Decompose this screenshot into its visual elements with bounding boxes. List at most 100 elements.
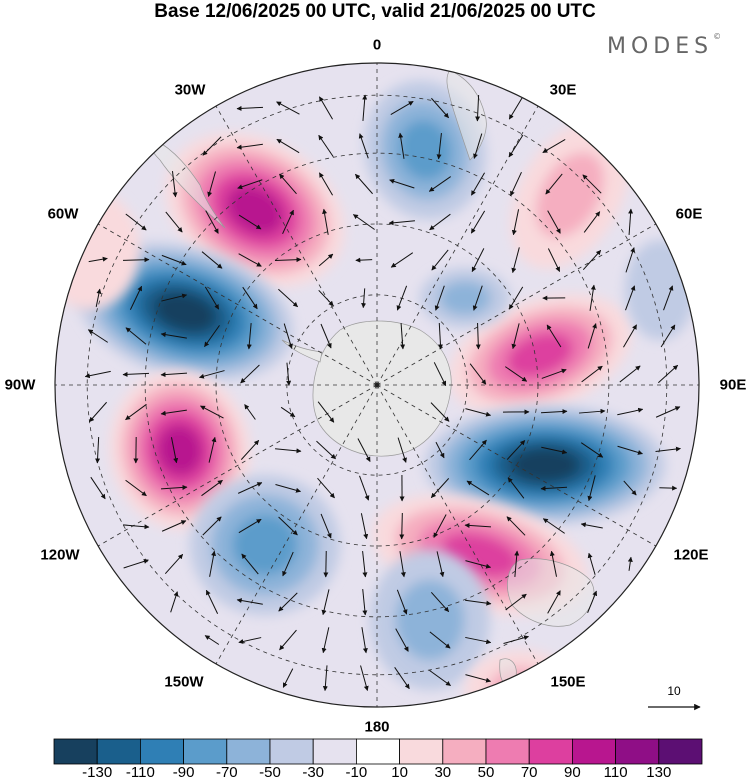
meridian-line (97, 223, 378, 386)
wind-arrow (400, 322, 406, 350)
wind-arrow (471, 248, 485, 273)
wind-arrow (587, 475, 596, 502)
wind-arrow (466, 480, 490, 496)
wind-arrow (388, 220, 415, 226)
wind-arrow (582, 174, 602, 194)
wind-arrow (161, 254, 187, 266)
wind-arrow (390, 100, 414, 116)
map-title: Base 12/06/2025 00 UTC, valid 21/06/2025… (154, 1, 596, 22)
anomaly-center (425, 405, 665, 525)
wind-arrow (274, 257, 302, 263)
wind-arrow (286, 362, 292, 386)
wind-arrow (625, 247, 636, 273)
wind-arrow (508, 134, 524, 158)
wind-arrow (542, 138, 566, 154)
wind-arrow (436, 551, 445, 578)
wind-arrow (508, 96, 524, 120)
wind-arrow (504, 366, 528, 382)
wind-arrow (170, 591, 179, 613)
wind-arrow (240, 439, 260, 460)
lon-label-120e: 120E (673, 546, 709, 564)
wind-arrow (546, 324, 562, 348)
wind-arrow (160, 372, 188, 378)
wind-arrow (580, 522, 603, 529)
wind-arrow (505, 593, 527, 611)
wind-arrow (95, 436, 101, 464)
wind-arrow (238, 637, 262, 644)
wind-arrow (511, 209, 520, 236)
wind-arrow (204, 325, 220, 348)
wind-arrow (464, 522, 492, 528)
wind-arrow (429, 213, 451, 231)
wind-arrow (242, 286, 258, 310)
wind-arrow (389, 178, 415, 189)
wind-arrow (125, 213, 147, 231)
wind-arrow (209, 550, 217, 577)
wind-arrow (282, 551, 294, 577)
wind-arrow (322, 208, 329, 235)
wind-arrow (465, 408, 492, 417)
colorbar-swatch (528, 738, 573, 765)
wind-arrow (355, 173, 373, 195)
wind-arrow (431, 97, 449, 119)
wind-arrow (282, 668, 294, 688)
wind-arrow (283, 323, 293, 349)
wind-arrow (122, 257, 150, 263)
wind-arrow (473, 133, 483, 159)
lon-label-150e: 150E (550, 673, 586, 691)
wind-arrow (161, 293, 188, 302)
lon-label-60e: 60E (675, 205, 703, 223)
anomaly-center (77, 243, 293, 381)
australia (507, 558, 595, 627)
map-border (54, 62, 700, 708)
wind-arrow (317, 477, 335, 499)
wind-arrow (587, 552, 596, 575)
wind-arrow (123, 559, 149, 569)
colorbar-swatch (312, 738, 357, 765)
colorbar-swatch (53, 738, 98, 765)
wind-arrow (161, 520, 187, 532)
wind-arrow (475, 94, 481, 122)
wind-arrow (207, 171, 217, 197)
wind-arrow (361, 288, 367, 309)
antarctica (312, 320, 452, 457)
wind-arrow (583, 211, 601, 233)
wind-arrow (355, 257, 373, 263)
wind-arrow (204, 286, 220, 310)
wind-arrow (320, 513, 332, 539)
south-america (149, 139, 226, 229)
wind-arrow (170, 437, 179, 464)
south-pole-marker (374, 382, 380, 388)
colorbar-tick-label: 130 (646, 764, 672, 781)
wind-arrow (589, 284, 596, 311)
colorbar (53, 738, 703, 765)
colorbar-tick-label: -130 (82, 764, 113, 781)
wind-arrow (465, 636, 492, 645)
colorbar-swatch (355, 738, 400, 765)
wind-arrow (125, 403, 147, 421)
wind-arrow (123, 524, 150, 530)
wind-arrow (390, 252, 414, 268)
wind-vectors (84, 94, 681, 692)
wind-arrow (275, 484, 302, 493)
meridian-line (215, 384, 378, 665)
wind-arrow (510, 171, 522, 197)
wind-arrow (84, 370, 111, 379)
colorbar-tick-label: -70 (215, 764, 238, 781)
wind-arrow (587, 323, 597, 349)
wind-arrow (280, 406, 296, 418)
wind-arrow (587, 590, 598, 614)
wind-arrow (202, 516, 222, 536)
wind-arrow (541, 446, 568, 455)
wind-arrow (316, 440, 336, 460)
wind-arrow (436, 133, 442, 160)
wind-arrow (434, 285, 445, 311)
wind-arrow (399, 512, 405, 540)
colorbar-swatch (269, 738, 314, 765)
anomaly-field (55, 80, 695, 707)
wind-arrow (398, 132, 405, 159)
wind-arrow (278, 288, 298, 308)
wind-arrow (547, 248, 561, 272)
wind-arrow (580, 442, 604, 458)
